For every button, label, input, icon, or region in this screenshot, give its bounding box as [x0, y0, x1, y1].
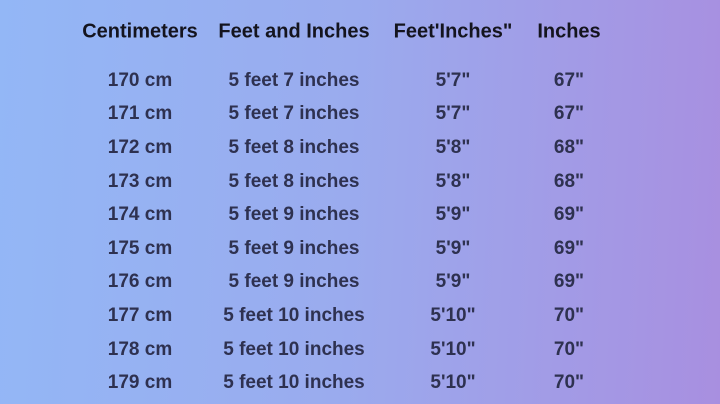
cell-feet-inches-short: 5'10": [430, 338, 476, 360]
table-row: 175 cm 5 feet 9 inches 5'9" 69": [0, 232, 720, 266]
header-inches: Inches: [537, 20, 601, 43]
table-row: 177 cm 5 feet 10 inches 5'10" 70": [0, 299, 720, 333]
cell-inches: 69": [553, 271, 585, 293]
cell-inches: 69": [553, 237, 585, 259]
cell-centimeters: 178 cm: [107, 338, 173, 360]
cell-feet-and-inches: 5 feet 9 inches: [228, 237, 360, 259]
cell-feet-inches-short: 5'9": [435, 237, 471, 259]
cell-feet-and-inches: 5 feet 7 inches: [228, 103, 360, 125]
cell-feet-inches-short: 5'8": [435, 170, 471, 192]
cell-centimeters: 171 cm: [107, 103, 173, 125]
cell-inches: 67": [553, 103, 585, 125]
table-row: 173 cm 5 feet 8 inches 5'8" 68": [0, 165, 720, 199]
cell-inches: 68": [553, 170, 585, 192]
cell-feet-inches-short: 5'7": [435, 69, 471, 91]
cell-feet-inches-short: 5'10": [430, 304, 476, 326]
table-row: 174 cm 5 feet 9 inches 5'9" 69": [0, 198, 720, 232]
cell-centimeters: 170 cm: [107, 69, 173, 91]
cell-centimeters: 173 cm: [107, 170, 173, 192]
cell-feet-inches-short: 5'8": [435, 136, 471, 158]
cell-feet-and-inches: 5 feet 10 inches: [223, 372, 365, 394]
cell-feet-and-inches: 5 feet 9 inches: [228, 204, 360, 226]
cell-feet-and-inches: 5 feet 10 inches: [223, 338, 365, 360]
cell-centimeters: 172 cm: [107, 136, 173, 158]
header-centimeters: Centimeters: [82, 20, 198, 43]
cell-feet-and-inches: 5 feet 9 inches: [228, 271, 360, 293]
cell-centimeters: 176 cm: [107, 271, 173, 293]
cell-feet-inches-short: 5'10": [430, 372, 476, 394]
cell-feet-and-inches: 5 feet 7 inches: [228, 69, 360, 91]
header-feet-and-inches: Feet and Inches: [218, 20, 370, 43]
cell-centimeters: 179 cm: [107, 372, 173, 394]
cell-feet-and-inches: 5 feet 8 inches: [228, 170, 360, 192]
cell-inches: 70": [553, 304, 585, 326]
cell-centimeters: 175 cm: [107, 237, 173, 259]
cell-centimeters: 174 cm: [107, 204, 173, 226]
cell-inches: 70": [553, 372, 585, 394]
cell-inches: 69": [553, 204, 585, 226]
cell-feet-and-inches: 5 feet 10 inches: [223, 304, 365, 326]
cell-inches: 70": [553, 338, 585, 360]
cell-centimeters: 177 cm: [107, 304, 173, 326]
table-row: 178 cm 5 feet 10 inches 5'10" 70": [0, 333, 720, 367]
header-feet-inches-short: Feet'Inches": [393, 20, 513, 43]
cell-inches: 67": [553, 69, 585, 91]
table-row: 176 cm 5 feet 9 inches 5'9" 69": [0, 266, 720, 300]
cell-feet-inches-short: 5'7": [435, 103, 471, 125]
cell-inches: 68": [553, 136, 585, 158]
cell-feet-inches-short: 5'9": [435, 204, 471, 226]
table-row: 171 cm 5 feet 7 inches 5'7" 67": [0, 98, 720, 132]
table-row: 172 cm 5 feet 8 inches 5'8" 68": [0, 131, 720, 165]
table-row: 179 cm 5 feet 10 inches 5'10" 70": [0, 366, 720, 400]
cell-feet-inches-short: 5'9": [435, 271, 471, 293]
cell-feet-and-inches: 5 feet 8 inches: [228, 136, 360, 158]
table-header-row: Centimeters Feet and Inches Feet'Inches"…: [0, 0, 720, 64]
table-row: 170 cm 5 feet 7 inches 5'7" 67": [0, 64, 720, 98]
